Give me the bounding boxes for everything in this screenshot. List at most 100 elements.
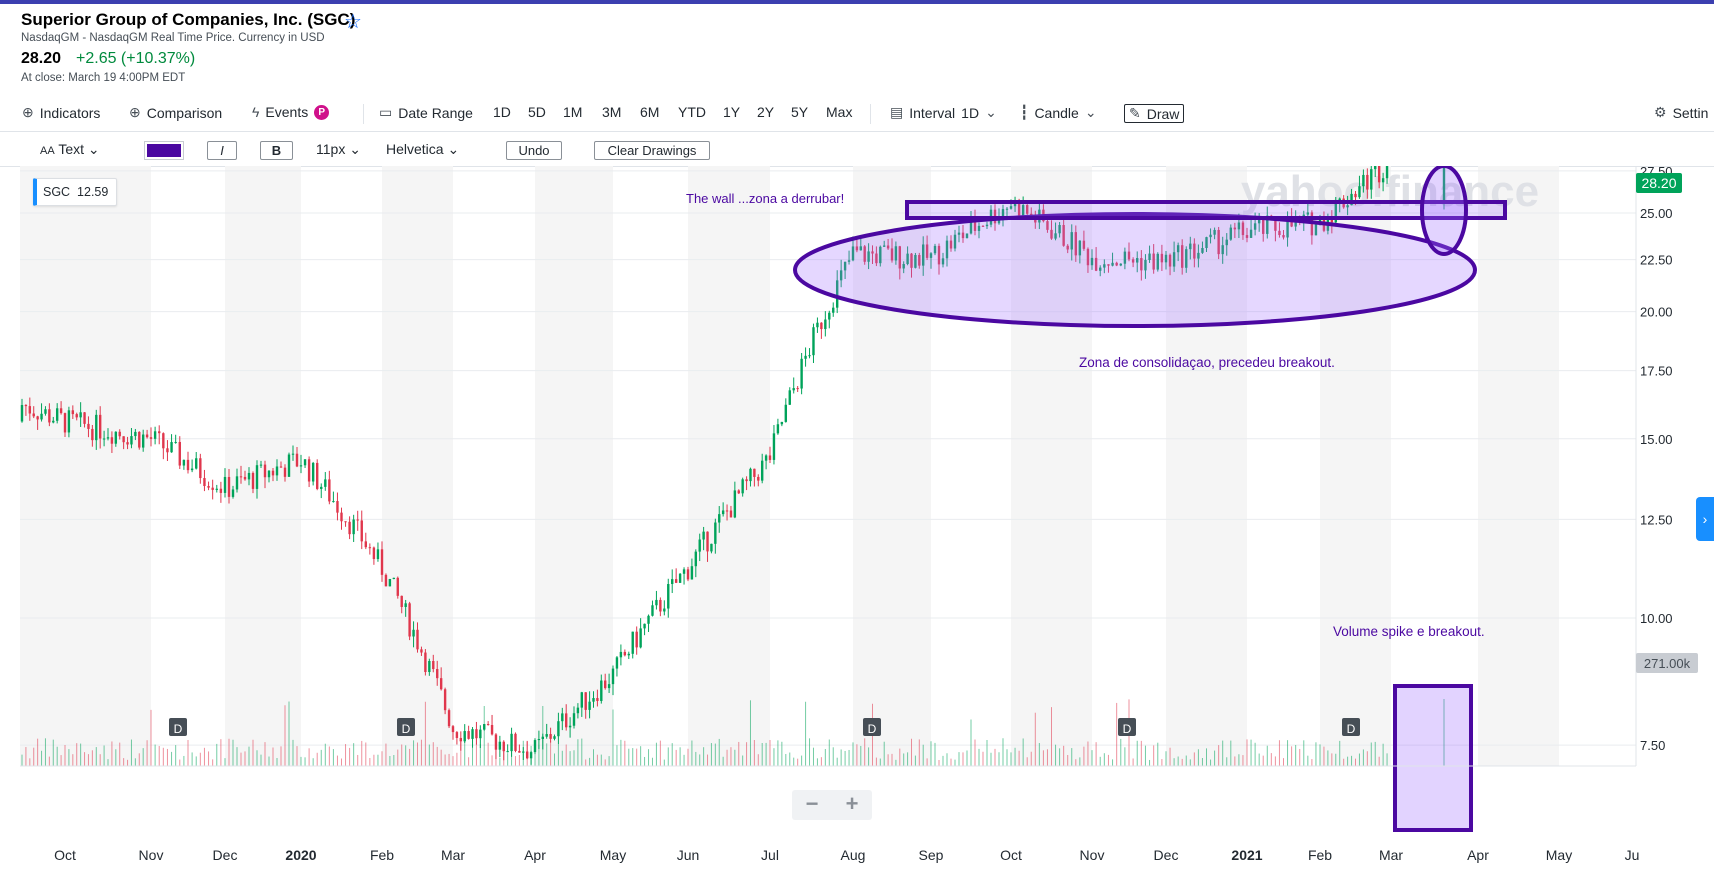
zoom-out-button[interactable]: −: [805, 791, 819, 816]
range-max[interactable]: Max: [826, 104, 853, 120]
wall-annotation[interactable]: The wall ...zona a derrubar!: [686, 191, 844, 206]
dividend-marker[interactable]: D: [1342, 718, 1360, 736]
y-tick-label: 25.00: [1640, 206, 1673, 221]
calendar-icon: ▭: [379, 104, 393, 120]
candle-body: [1282, 235, 1285, 238]
clear-drawings-button[interactable]: Clear Drawings: [594, 141, 710, 160]
price-chart[interactable]: yahoo!finance The wall ...zona a derruba…: [0, 166, 1714, 873]
wall-rectangle[interactable]: [905, 200, 1507, 220]
candle-body: [1001, 209, 1005, 218]
user-drawings[interactable]: The wall ...zona a derrubar! Zona de con…: [686, 166, 1507, 832]
italic-button[interactable]: I: [207, 141, 237, 160]
breakout-ellipse[interactable]: [1420, 166, 1468, 256]
consolidation-ellipse[interactable]: [793, 212, 1477, 328]
candle-body: [149, 437, 153, 439]
candle-body: [1017, 200, 1021, 218]
dividend-marker[interactable]: D: [1118, 718, 1136, 736]
dividend-marker-bg: [169, 718, 187, 736]
dividend-marker[interactable]: D: [169, 718, 187, 736]
candle-body: [922, 244, 925, 266]
range-6m[interactable]: 6M: [640, 104, 660, 120]
range-1d[interactable]: 1D: [493, 104, 511, 120]
candle-body: [1377, 166, 1381, 183]
date-range-button[interactable]: ▭ Date Range: [379, 104, 473, 121]
x-tick-label: 2020: [285, 847, 316, 863]
settings-button[interactable]: ⚙ Settin: [1654, 104, 1708, 121]
candle-body: [541, 736, 544, 740]
font-family-select[interactable]: Helvetica ⌄: [386, 141, 459, 158]
draw-button[interactable]: ✎ Draw: [1124, 104, 1185, 123]
candle-body: [1107, 264, 1110, 266]
candle-body: [170, 442, 173, 453]
candle-body: [235, 476, 239, 490]
candle-body: [392, 577, 396, 579]
candle-body: [227, 476, 231, 497]
events-button[interactable]: ϟ Events P: [252, 104, 330, 120]
candle-body: [1099, 267, 1102, 271]
text-tool-button[interactable]: AA Text ⌄: [40, 141, 100, 158]
candle-body: [572, 713, 576, 726]
candle-body: [336, 501, 339, 513]
candle-button[interactable]: ┇ Candle ⌄: [1020, 104, 1097, 121]
range-ytd[interactable]: YTD: [678, 104, 706, 120]
candle-body: [275, 466, 279, 476]
expand-panel-button[interactable]: ›: [1696, 497, 1714, 541]
consolidation-annotation[interactable]: Zona de consolidaçao, precedeu breakout.: [1079, 355, 1335, 370]
candle-label: Candle: [1034, 104, 1079, 121]
candle-body: [937, 245, 941, 265]
candle-body: [20, 405, 24, 422]
range-1y[interactable]: 1Y: [723, 104, 741, 120]
candle-body: [1168, 254, 1172, 267]
candle-body: [710, 543, 713, 552]
candle-body: [384, 574, 388, 587]
candle-body: [211, 487, 214, 490]
candle-body: [671, 579, 674, 585]
volume-annotation[interactable]: Volume spike e breakout.: [1333, 624, 1485, 639]
candle-body: [619, 651, 623, 658]
candle-body: [518, 750, 521, 753]
volume-tag-text: 271.00k: [1644, 656, 1691, 671]
watchlist-star-icon[interactable]: ☆: [344, 11, 362, 33]
candle-body: [186, 459, 190, 471]
color-picker-swatch[interactable]: [144, 141, 184, 160]
symbol-legend[interactable]: SGC 12.59: [33, 178, 118, 206]
candle-body: [203, 478, 206, 487]
undo-button[interactable]: Undo: [506, 141, 562, 160]
candle-body: [855, 246, 859, 251]
y-tick-label: 20.00: [1640, 305, 1673, 320]
candle-body: [611, 668, 615, 685]
dividend-marker[interactable]: D: [397, 718, 415, 736]
candle-body: [75, 414, 78, 418]
zoom-in-button[interactable]: +: [845, 791, 859, 816]
comparison-button[interactable]: ⊕ Comparison: [129, 104, 222, 121]
range-2y[interactable]: 2Y: [757, 104, 775, 120]
volume-spike-rectangle[interactable]: [1393, 684, 1473, 832]
candle-body: [400, 595, 403, 607]
candle-body: [568, 725, 572, 728]
candle-body: [1385, 166, 1389, 179]
range-3m[interactable]: 3M: [602, 104, 622, 120]
candle-body: [439, 678, 443, 690]
top-accent-bar: [0, 0, 1714, 4]
last-price-tag: 28.20: [1636, 173, 1682, 193]
range-5y[interactable]: 5Y: [791, 104, 809, 120]
candle-body: [1005, 208, 1009, 210]
range-5d[interactable]: 5D: [528, 104, 546, 120]
font-size-select[interactable]: 11px ⌄: [316, 141, 361, 158]
range-1m[interactable]: 1M: [563, 104, 583, 120]
x-tick-label: Dec: [1154, 847, 1179, 863]
dividend-marker[interactable]: D: [863, 718, 881, 736]
candle-body: [166, 448, 169, 453]
bold-button[interactable]: B: [260, 141, 293, 160]
candle-body: [126, 442, 129, 445]
x-tick-label: May: [1546, 847, 1572, 863]
indicators-button[interactable]: ⊕ Indicators: [22, 104, 100, 121]
candle-body: [1374, 166, 1377, 170]
candle-body: [1160, 253, 1164, 263]
dividend-marker-bg: [1342, 718, 1360, 736]
candle-body: [102, 438, 106, 440]
drawing-toolbar: AA Text ⌄ 11px ⌄ Helvetica ⌄: [0, 138, 1714, 164]
interval-button[interactable]: ▤ Interval 1D ⌄: [890, 104, 997, 121]
candle-body: [1262, 218, 1265, 234]
